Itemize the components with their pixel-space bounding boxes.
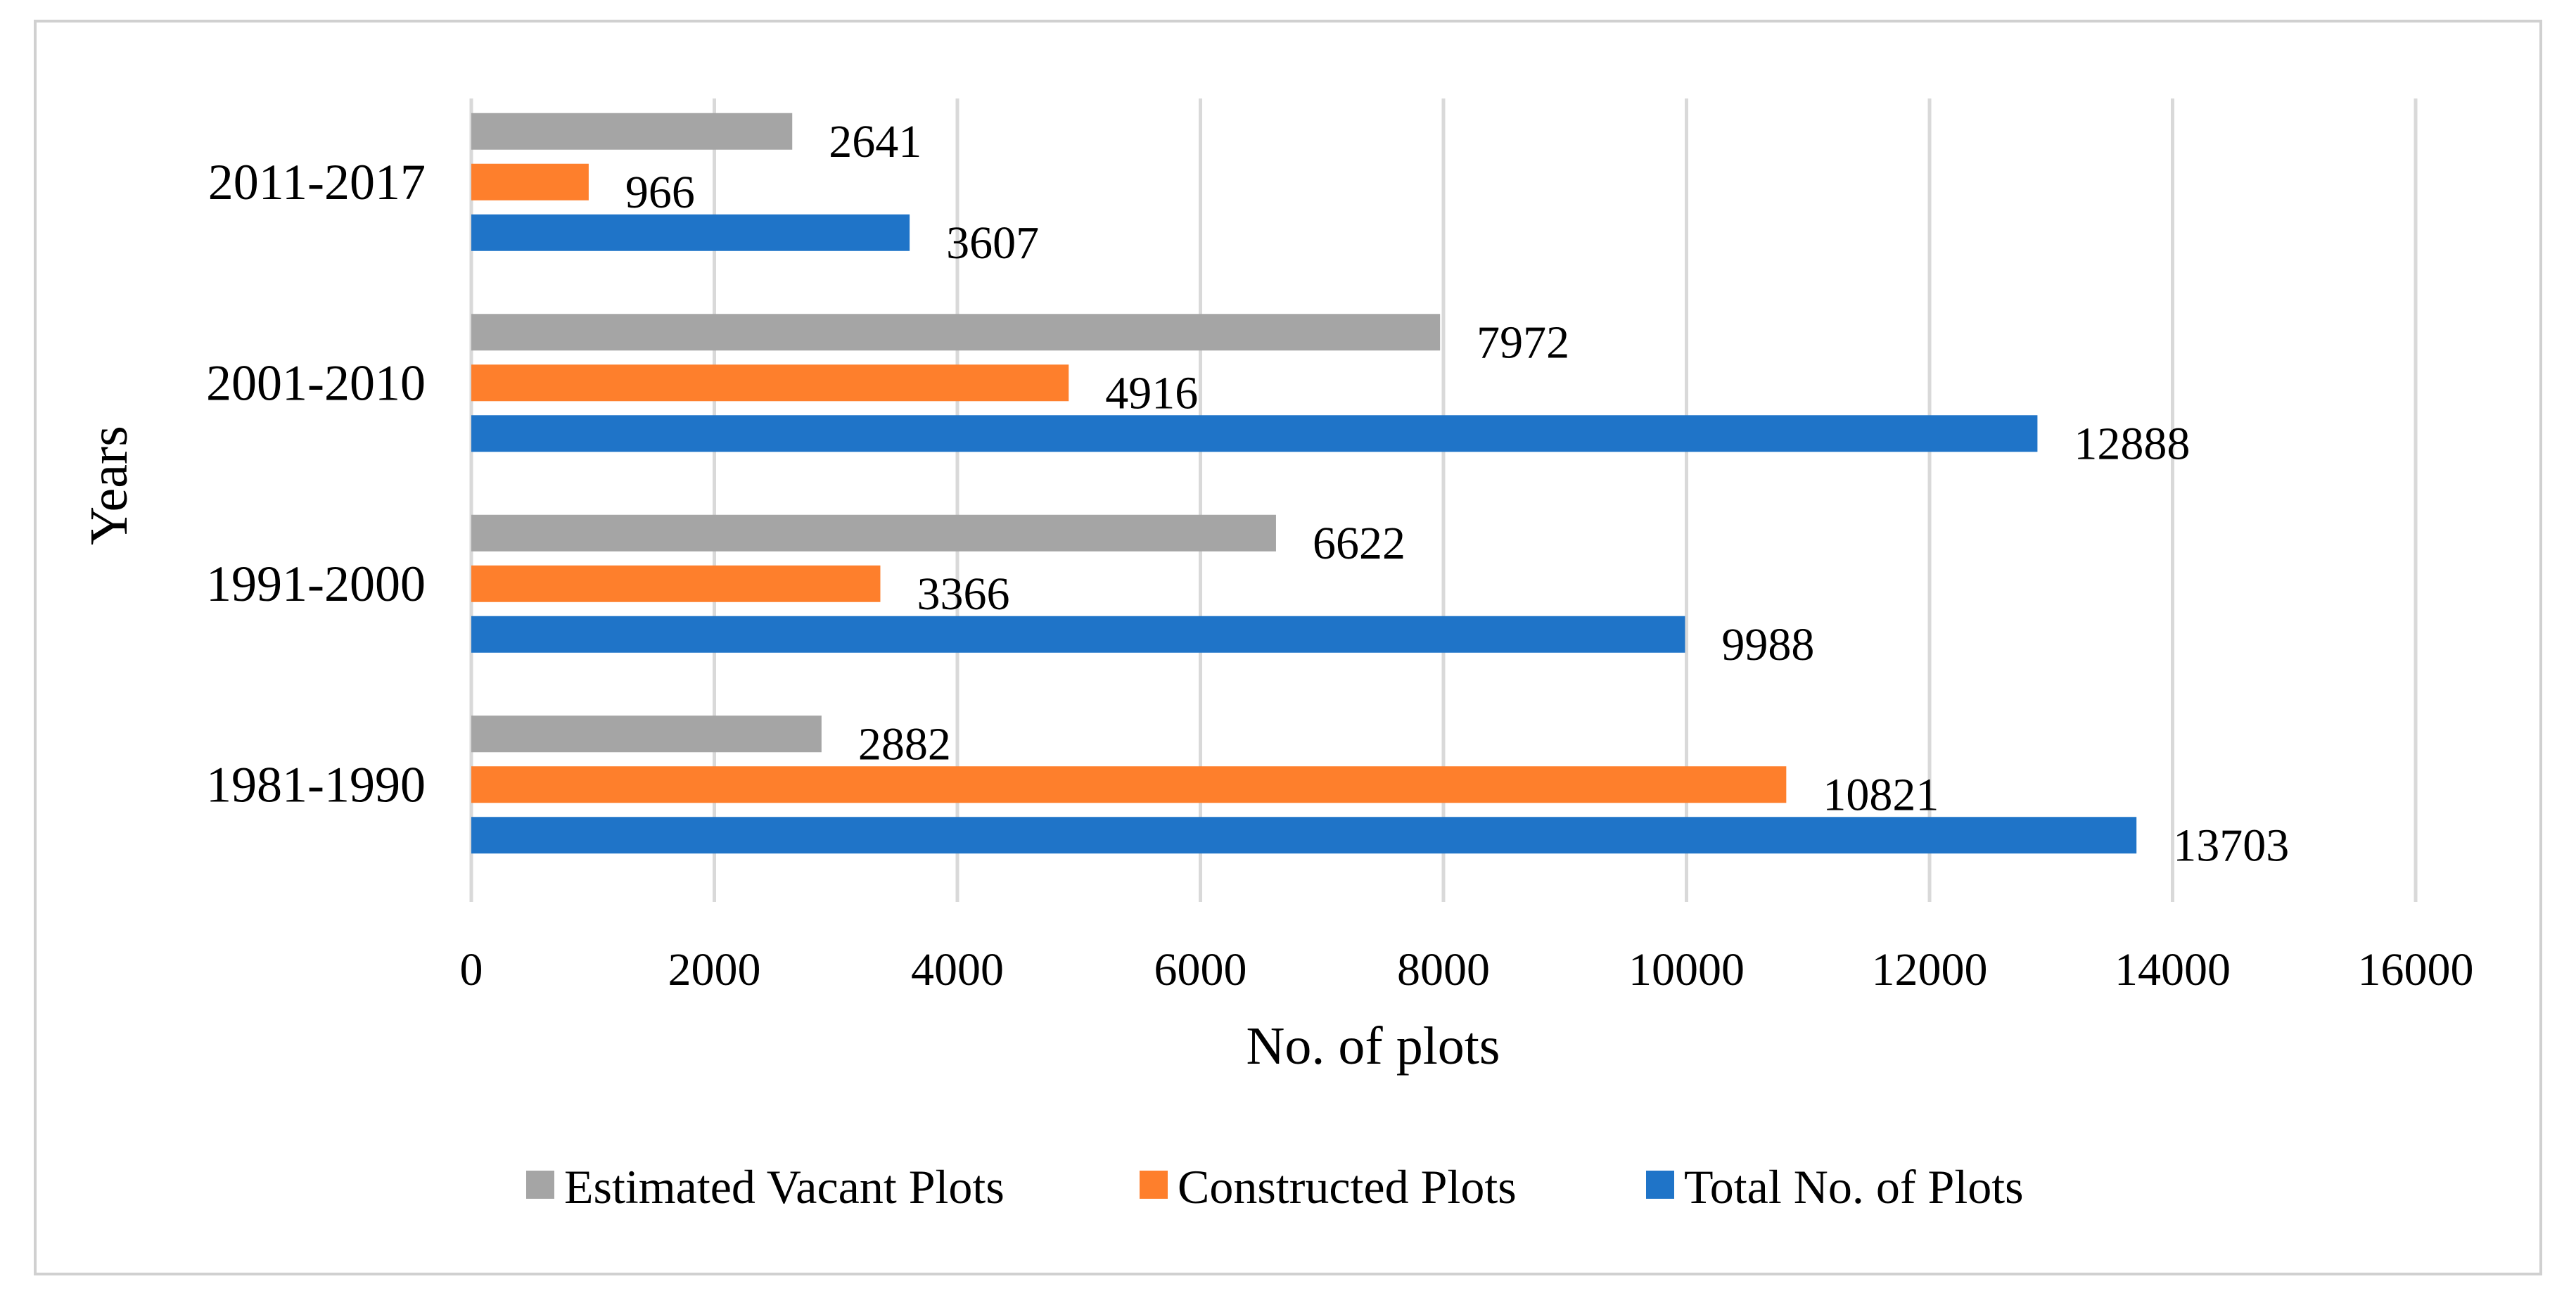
legend-swatch-constructed-plots (1140, 1171, 1168, 1199)
bar-total-no-of-plots-2011-2017 (471, 214, 910, 251)
bar-estimated-vacant-plots-1991-2000 (471, 514, 1276, 552)
data-label-total-no-of-plots-2011-2017: 3607 (946, 217, 1039, 269)
legend-swatch-estimated-vacant-plots (526, 1171, 554, 1199)
legend-label-constructed-plots: Constructed Plots (1178, 1160, 1517, 1214)
y-axis-categories: 1981-1990 1991-2000 2001-2010 2011-2017 (206, 154, 426, 813)
data-label-constructed-plots-1991-2000: 3366 (917, 568, 1009, 620)
data-label-estimated-vacant-plots-1991-2000: 6622 (1313, 518, 1405, 569)
bar-estimated-vacant-plots-1981-1990 (471, 715, 822, 753)
data-label-estimated-vacant-plots-2011-2017: 2641 (829, 116, 922, 167)
x-tick-label-4000: 4000 (911, 944, 1004, 995)
x-tick-label-6000: 6000 (1154, 944, 1247, 995)
bar-constructed-plots-2011-2017 (471, 163, 589, 200)
bar-total-no-of-plots-2001-2010 (471, 415, 2038, 452)
bar-total-no-of-plots-1991-2000 (471, 616, 1685, 653)
bar-estimated-vacant-plots-2001-2010 (471, 314, 1441, 351)
x-tick-label-14000: 14000 (2115, 944, 2231, 995)
category-label-2011-2017: 2011-2017 (208, 154, 426, 210)
x-tick-label-10000: 10000 (1628, 944, 1745, 995)
category-label-1991-2000: 1991-2000 (206, 556, 426, 612)
data-label-constructed-plots-1981-1990: 10821 (1823, 769, 1939, 820)
data-label-total-no-of-plots-2001-2010: 12888 (2074, 418, 2190, 469)
legend-label-total-no-of-plots: Total No. of Plots (1684, 1160, 2024, 1214)
x-axis-ticks: 0 2000 4000 6000 8000 10000 12000 14000 16000 (460, 944, 2474, 995)
data-label-estimated-vacant-plots-1981-1990: 2882 (858, 718, 951, 770)
category-label-2001-2010: 2001-2010 (206, 355, 426, 411)
y-axis-title: Years (79, 426, 139, 545)
legend: Estimated Vacant Plots Constructed Plots T… (526, 1160, 2024, 1214)
x-tick-label-16000: 16000 (2358, 944, 2474, 995)
bar-constructed-plots-1981-1990 (471, 766, 1787, 803)
data-label-total-no-of-plots-1981-1990: 13703 (2173, 820, 2289, 871)
category-label-1981-1990: 1981-1990 (206, 756, 426, 813)
data-label-constructed-plots-2011-2017: 966 (625, 167, 695, 218)
x-tick-label-12000: 12000 (1872, 944, 1988, 995)
x-tick-label-8000: 8000 (1397, 944, 1490, 995)
legend-label-estimated-vacant-plots: Estimated Vacant Plots (564, 1160, 1005, 1214)
bars: 13703 10821 2882 9988 3366 6622 12888 4916 7972 3… (471, 113, 2289, 871)
bar-constructed-plots-1991-2000 (471, 565, 881, 602)
legend-swatch-total-no-of-plots (1646, 1171, 1674, 1199)
data-label-total-no-of-plots-1991-2000: 9988 (1721, 619, 1814, 670)
x-tick-label-2000: 2000 (668, 944, 761, 995)
bar-constructed-plots-2001-2010 (471, 364, 1069, 402)
bar-estimated-vacant-plots-2011-2017 (471, 113, 793, 150)
data-label-constructed-plots-2001-2010: 4916 (1105, 367, 1198, 419)
x-tick-label-0: 0 (460, 944, 483, 995)
bar-total-no-of-plots-1981-1990 (471, 817, 2137, 854)
data-label-estimated-vacant-plots-2001-2010: 7972 (1477, 317, 1569, 368)
x-axis-title: No. of plots (1246, 1017, 1500, 1076)
